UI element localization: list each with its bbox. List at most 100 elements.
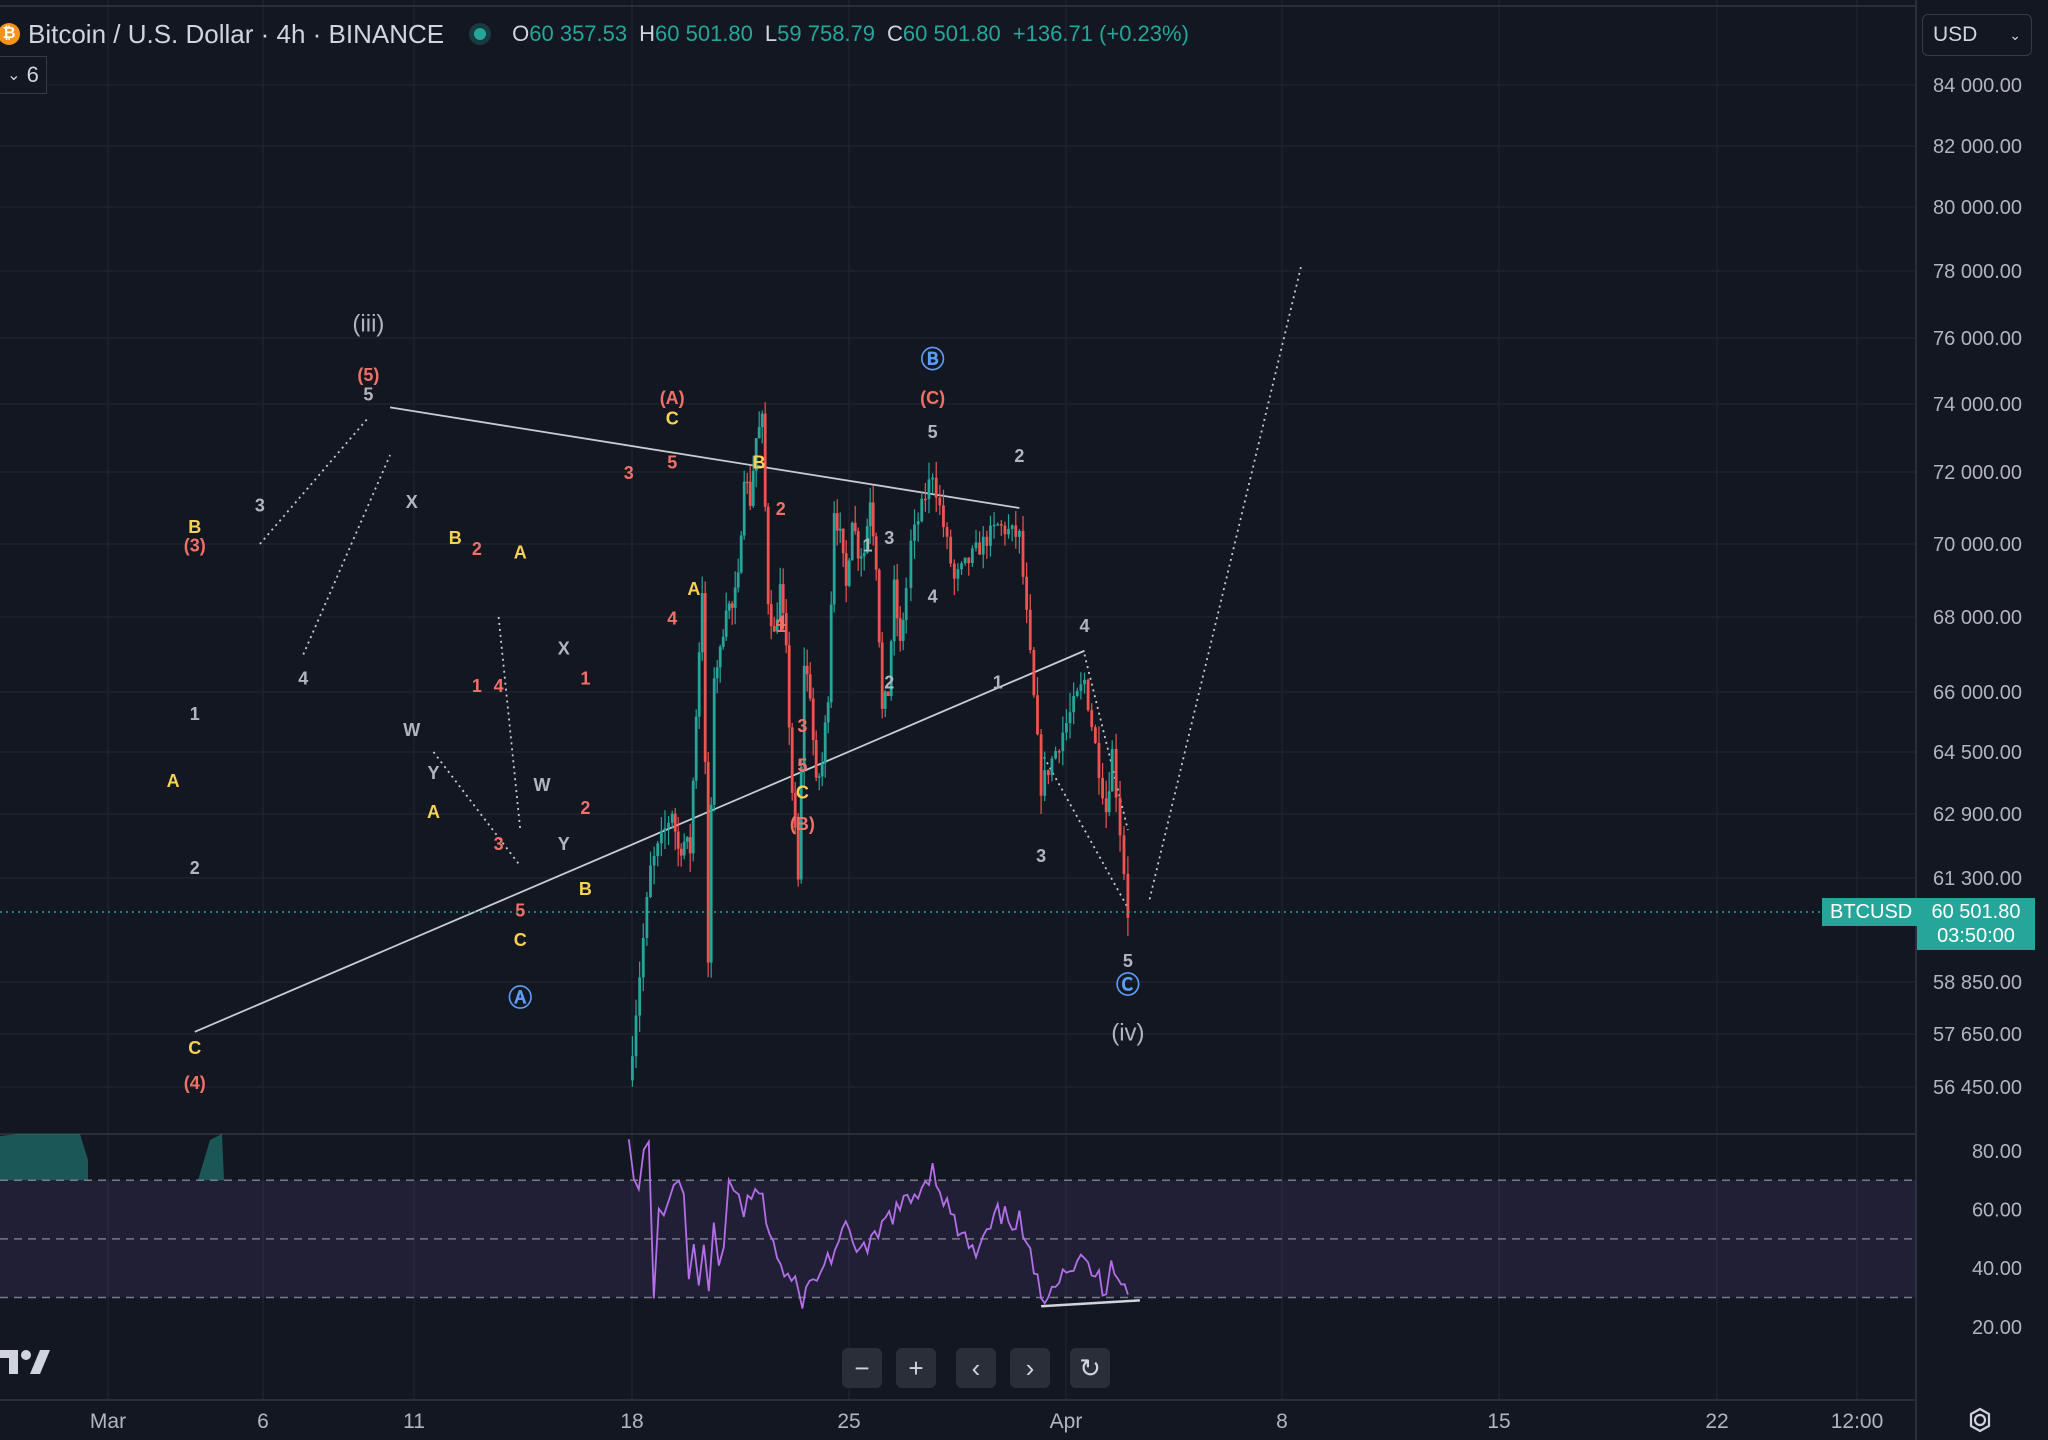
candle-body bbox=[715, 667, 719, 679]
wave-label: 4 bbox=[776, 612, 786, 632]
candle-body bbox=[727, 603, 731, 611]
candle-body bbox=[996, 524, 1000, 526]
candle-body bbox=[850, 522, 854, 561]
candle-body bbox=[739, 535, 743, 573]
wave-label: (3) bbox=[184, 535, 206, 555]
wave-label: W bbox=[403, 720, 420, 740]
wave-label: Ⓒ bbox=[1116, 971, 1140, 999]
candle-body bbox=[820, 763, 824, 777]
wave-label: Y bbox=[558, 834, 570, 854]
candle-body bbox=[730, 603, 734, 608]
time-tick-label: Apr bbox=[1050, 1410, 1083, 1433]
candle-body bbox=[1110, 748, 1114, 792]
wave-label: (C) bbox=[920, 388, 945, 408]
candle-body bbox=[1079, 684, 1083, 691]
time-tick-label: 15 bbox=[1487, 1410, 1510, 1433]
wave-label: 4 bbox=[298, 669, 308, 689]
candle-body bbox=[931, 477, 934, 480]
rsi-tick-label: 20.00 bbox=[1972, 1317, 2022, 1339]
candle-body bbox=[1083, 679, 1086, 685]
candle-body bbox=[1114, 748, 1118, 798]
candle-body bbox=[909, 540, 913, 588]
rsi-tick-label: 40.00 bbox=[1972, 1258, 2022, 1280]
price-tick-label: 84 000.00 bbox=[1933, 75, 2022, 97]
indicators-toggle-button[interactable]: ⌄ 6 bbox=[0, 56, 47, 94]
wave-label: Ⓐ bbox=[508, 984, 532, 1012]
candle-body bbox=[963, 557, 967, 564]
wave-label: (5) bbox=[357, 365, 379, 385]
candle-body bbox=[892, 579, 896, 642]
candle-body bbox=[688, 837, 692, 854]
reset-chart-button[interactable]: ↻ bbox=[1070, 1348, 1110, 1388]
wave-label: W bbox=[534, 775, 551, 795]
wave-label: 1 bbox=[472, 676, 482, 696]
market-status-icon[interactable] bbox=[474, 28, 487, 40]
time-tick-label: 18 bbox=[620, 1410, 643, 1433]
wave-label: 4 bbox=[928, 586, 938, 606]
symbol-title[interactable]: Bitcoin / U.S. Dollar · 4h · BINANCE bbox=[28, 18, 445, 49]
wave-label: 2 bbox=[190, 858, 200, 878]
candle-body bbox=[772, 626, 776, 632]
candle-body bbox=[923, 498, 927, 501]
candle-body bbox=[760, 413, 764, 427]
symbol-price-tag: BTCUSD bbox=[1822, 898, 1921, 926]
candle-body bbox=[679, 848, 683, 856]
triangle-trend-line bbox=[194, 649, 1085, 1033]
wave-label: 3 bbox=[624, 463, 634, 483]
scroll-forward-button[interactable]: › bbox=[1010, 1348, 1050, 1388]
currency-select[interactable]: USD ⌄ bbox=[1922, 14, 2032, 56]
candle-body bbox=[649, 865, 652, 897]
chart-navigation-toolbar: − + ‹ › ↻ bbox=[842, 1348, 1110, 1388]
symbol-header: ₿ Bitcoin / U.S. Dollar · 4h · BINANCE O… bbox=[0, 14, 1189, 54]
wave-projection-line bbox=[1148, 264, 1303, 900]
bar-countdown: 03:50:00 bbox=[1937, 925, 2015, 947]
settings-gear-icon[interactable] bbox=[1964, 1404, 1996, 1436]
price-tick-label: 76 000.00 bbox=[1933, 328, 2022, 350]
candle-body bbox=[706, 761, 710, 963]
candle-body bbox=[1086, 679, 1090, 711]
wave-label: 5 bbox=[515, 900, 525, 920]
candle-body bbox=[952, 563, 956, 579]
candle-body bbox=[945, 527, 949, 537]
candle-body bbox=[868, 502, 872, 527]
candle-body bbox=[1107, 791, 1111, 813]
wave-label: A bbox=[687, 579, 700, 599]
wave-label: C bbox=[514, 930, 527, 950]
candle-body bbox=[901, 620, 905, 641]
candle-body bbox=[1010, 525, 1014, 529]
candle-body bbox=[724, 610, 728, 637]
candle-body bbox=[1046, 770, 1050, 776]
candle-body bbox=[670, 813, 674, 823]
zoom-out-button[interactable]: − bbox=[842, 1348, 882, 1388]
wave-label: 2 bbox=[580, 798, 590, 818]
candle-body bbox=[1090, 710, 1094, 728]
wave-label: 1 bbox=[190, 704, 200, 724]
candle-body bbox=[709, 804, 713, 963]
price-axis[interactable]: 84 000.00 82 000.00 80 000.00 78 000.00 76 0… bbox=[1917, 0, 2048, 1440]
candle-body bbox=[844, 553, 848, 586]
scroll-back-button[interactable]: ‹ bbox=[956, 1348, 996, 1388]
candle-body bbox=[718, 646, 722, 668]
candle-body bbox=[1104, 798, 1108, 813]
wave-label: Y bbox=[427, 763, 439, 783]
candle-body bbox=[823, 722, 827, 764]
candle-body bbox=[799, 766, 803, 880]
wave-label: B bbox=[753, 453, 766, 473]
candle-body bbox=[841, 528, 845, 554]
tradingview-logo[interactable] bbox=[0, 1346, 50, 1385]
zoom-in-button[interactable]: + bbox=[896, 1348, 936, 1388]
wave-projection-line bbox=[497, 616, 522, 831]
last-price-value: 60 501.80 bbox=[1931, 901, 2021, 923]
candle-body bbox=[763, 413, 767, 507]
candle-body bbox=[871, 502, 875, 537]
candle-body bbox=[913, 524, 916, 541]
candle-body bbox=[721, 636, 725, 647]
candle-body bbox=[694, 716, 698, 781]
candle-body bbox=[1072, 696, 1076, 713]
candle-body bbox=[712, 678, 716, 805]
time-tick-label: 25 bbox=[837, 1410, 860, 1433]
time-axis[interactable]: Mar 6 11 18 25 Apr 8 15 22 12:00 bbox=[90, 1410, 1883, 1433]
candle-body bbox=[793, 792, 797, 828]
candle-body bbox=[802, 665, 806, 767]
